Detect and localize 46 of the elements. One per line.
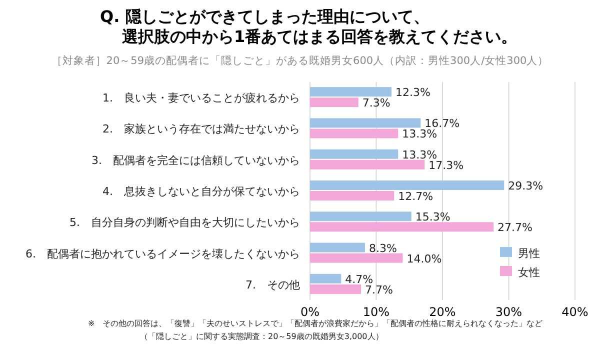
data-label: 14.0% (406, 252, 442, 266)
bar (310, 98, 358, 108)
y-tick-label: 5. 自分自身の判断や自由を大切にしたいから (70, 216, 300, 230)
data-label: 16.7% (424, 117, 460, 130)
data-label: 29.3% (508, 180, 544, 192)
data-label: 17.3% (428, 158, 464, 172)
data-label: 8.3% (368, 242, 397, 255)
x-tick-label: 20% (429, 305, 456, 319)
x-tick-label: 30% (495, 305, 522, 319)
y-tick-label: 3. 配偶者を完全には信頼していないから (92, 154, 300, 167)
bar (310, 242, 365, 252)
data-label: 12.3% (395, 86, 430, 100)
bar (310, 87, 392, 97)
bar (310, 118, 421, 128)
data-label: 13.3% (402, 148, 438, 162)
chart-subtitle: ［対象者］20～59歳の配偶者に「隠しごと」がある既婚男女600人（内訳：男性300人/女性300人） (51, 54, 549, 67)
data-label: 27.7% (498, 221, 532, 234)
y-tick-label: 4. 息抜きしないと自分が保てないから (102, 185, 300, 198)
y-tick-label: 1. 良い夫・妻でいることが疲れるから (102, 92, 300, 105)
chart-title: Q. 隠しごとができてしまった理由について、選択肢の中から1番あてはまる回答を教えてください。 (100, 7, 518, 46)
y-tick-label: 7. その他 (246, 278, 300, 292)
bar (310, 253, 403, 263)
x-tick-label: 0% (300, 305, 320, 319)
bar (310, 160, 425, 170)
bar (310, 222, 494, 232)
y-tick-label: 6. 配偶者に抱かれているイメージを壊したくないから (26, 247, 300, 260)
legend-label: 男性 (518, 247, 540, 260)
data-label: 7.3% (362, 96, 390, 110)
text: ※ その他の回答は、「復讐」「夫のせいストレスで」「配偶者が浪費家だから」「配偶者の性格に耐えられなくなった」など (88, 319, 543, 328)
y-tick-label: 2. 家族という存在では満たせないから (102, 122, 300, 136)
x-tick-label: 10% (362, 305, 390, 319)
bar (310, 128, 398, 138)
bar (310, 284, 362, 294)
x-tick-label: 40% (562, 305, 588, 319)
bar (310, 212, 412, 222)
data-label: 12.7% (398, 190, 434, 203)
bar (310, 274, 342, 284)
bar (310, 180, 504, 190)
text: （「隠しごと」に関する実態調査：20～59歳の既婚男女3,000人） (140, 332, 384, 341)
data-label: 13.3% (402, 128, 438, 141)
bar (310, 149, 398, 159)
data-label: 4.7% (345, 272, 374, 286)
legend-label: 女性 (518, 266, 540, 279)
data-label: 7.7% (365, 283, 393, 296)
bar (310, 191, 394, 200)
data-label: 15.3% (415, 210, 450, 224)
